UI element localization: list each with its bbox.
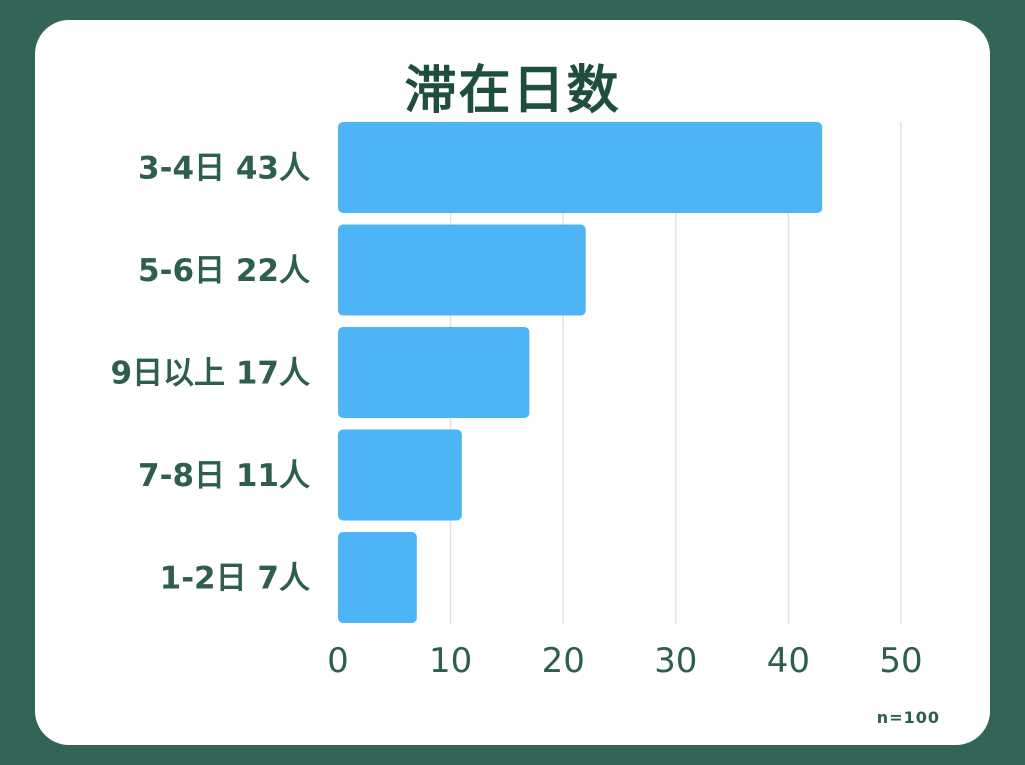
bar: [338, 122, 823, 213]
category-label: 1-2日 7人: [160, 561, 310, 597]
x-tick-label: 30: [654, 641, 697, 681]
category-labels: 3-4日 43人 5-6日 22人 9日以上 17人 7-8日 11人 1-2日 7人: [110, 151, 310, 597]
x-tick-label: 10: [429, 641, 472, 681]
bar: [338, 532, 417, 623]
bar: [338, 224, 586, 316]
x-axis-ticks: 0 10 20 30 40 50: [327, 641, 922, 681]
bars: [338, 122, 823, 623]
bar: [338, 327, 530, 418]
category-label: 7-8日 11人: [138, 458, 310, 494]
x-tick-label: 0: [327, 641, 349, 681]
sample-size-note: n=100: [876, 708, 940, 727]
category-label: 3-4日 43人: [138, 151, 310, 187]
x-tick-label: 40: [767, 641, 810, 681]
bar: [338, 429, 462, 521]
x-tick-label: 20: [542, 641, 585, 681]
category-label: 5-6日 22人: [138, 253, 310, 289]
x-tick-label: 50: [879, 641, 922, 681]
category-label: 9日以上 17人: [110, 356, 310, 392]
chart-title: 滞在日数: [404, 61, 621, 121]
